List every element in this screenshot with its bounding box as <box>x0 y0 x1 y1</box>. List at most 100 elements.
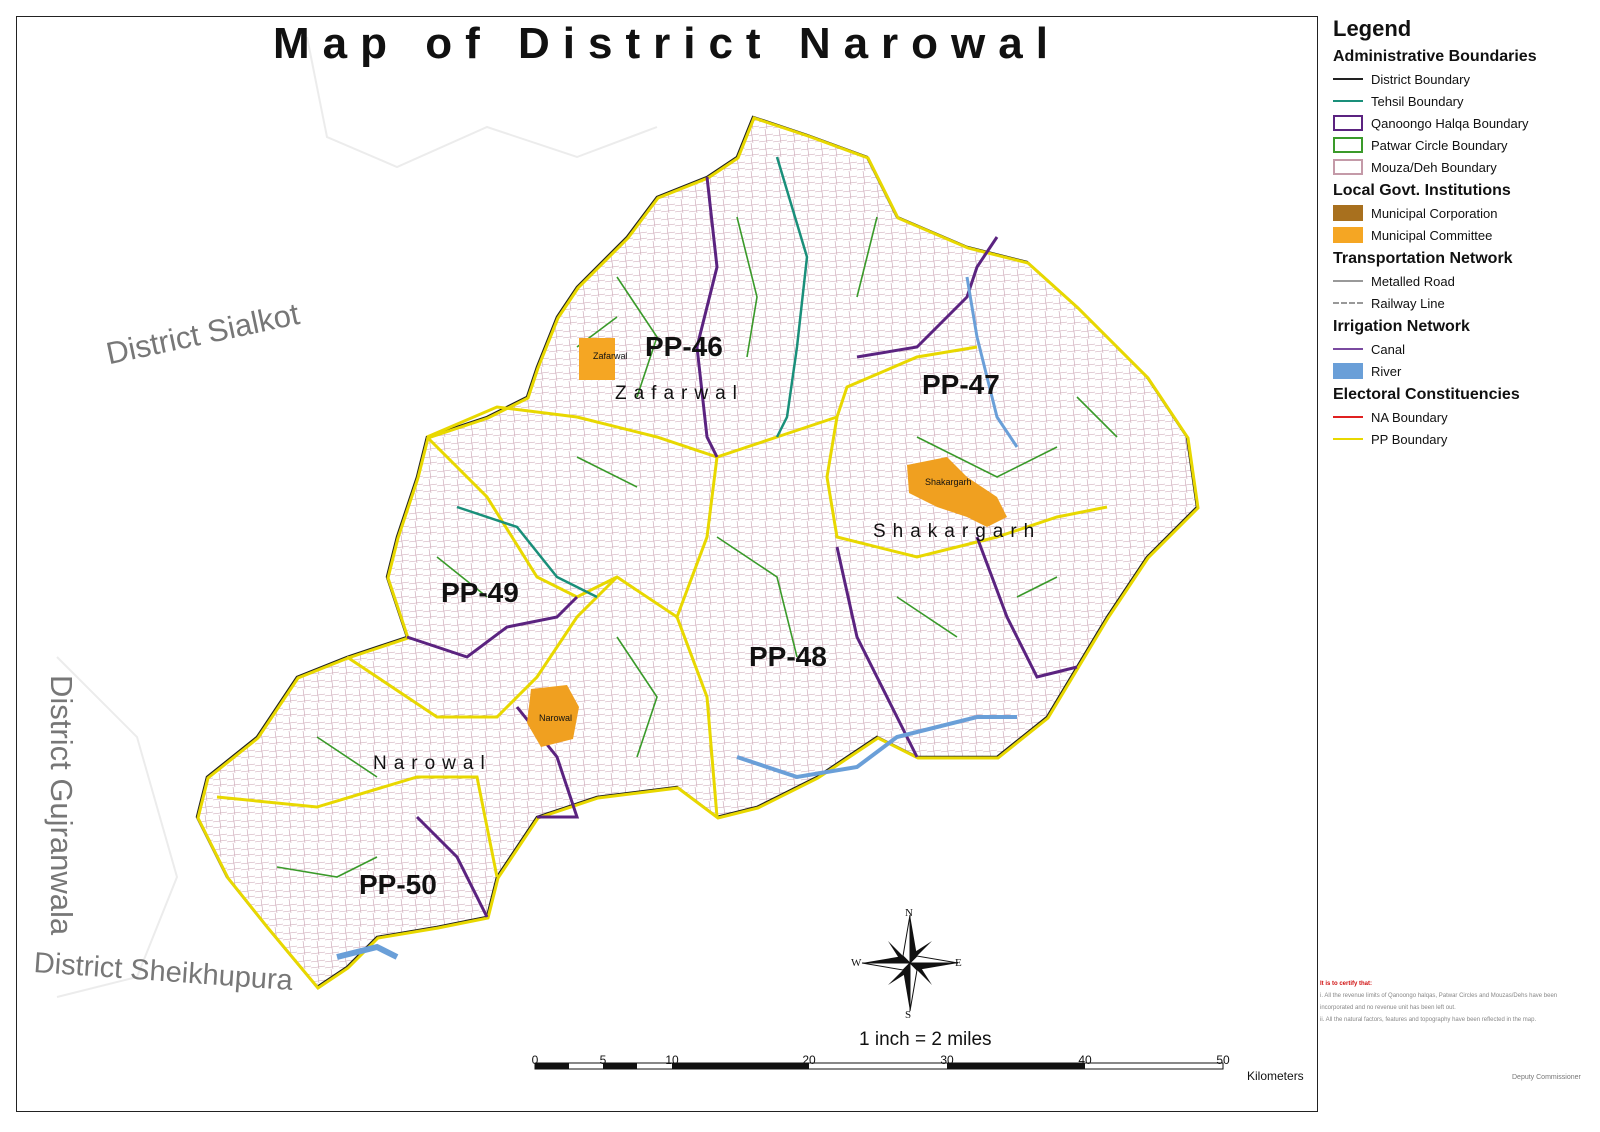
legend-symbol <box>1333 295 1363 311</box>
legend-item-label: Municipal Corporation <box>1371 205 1498 221</box>
compass-rose <box>861 914 959 1012</box>
river <box>965 276 1019 448</box>
legend-symbol <box>1333 137 1363 153</box>
pp-boundary <box>675 616 719 818</box>
legend-item: Tehsil Boundary <box>1333 90 1593 112</box>
pp-label: PP-50 <box>359 869 437 900</box>
narowal-municipal-corporation <box>527 685 579 747</box>
legend-item-label: NA Boundary <box>1371 409 1448 425</box>
tehsil-label: Shakargarh <box>873 521 1042 542</box>
legend-item: Qanoongo Halqa Boundary <box>1333 112 1593 134</box>
scale-unit: Kilometers <box>1247 1069 1304 1083</box>
tehsil-boundary <box>456 505 598 599</box>
legend-item-label: Tehsil Boundary <box>1371 93 1464 109</box>
certification-line: i. All the revenue limits of Qanoongo ha… <box>1320 993 1558 1011</box>
certification-line: ii. All the natural factors, features an… <box>1320 1017 1537 1023</box>
compass-east: E <box>955 957 962 969</box>
legend-symbol <box>1333 159 1363 175</box>
tehsil-label: Zafarwal <box>615 383 744 404</box>
district-area <box>195 115 1199 989</box>
qanoongo-boundary <box>975 536 1078 679</box>
legend-symbol <box>1333 115 1363 131</box>
legend-item-label: Patwar Circle Boundary <box>1371 137 1508 153</box>
pp-boundary <box>216 775 499 878</box>
town-label: Shakargarh <box>925 477 972 487</box>
qanoongo-boundary <box>415 815 489 918</box>
map-title: Map of District Narowal <box>273 19 1061 68</box>
zafarwal-municipal-committee <box>579 338 615 380</box>
scale-tick: 40 <box>1078 1053 1092 1067</box>
legend-section-heading: Administrative Boundaries <box>1333 48 1537 65</box>
pp-boundary <box>426 345 978 459</box>
legend-item: Mouza/Deh Boundary <box>1333 156 1593 178</box>
legend-body: Administrative Boundaries District Bounda… <box>1333 48 1593 450</box>
qanoongo-boundary <box>835 546 919 758</box>
town-label: Zafarwal <box>593 351 628 361</box>
scale-tick: 10 <box>665 1053 679 1067</box>
town-label: Narowal <box>539 713 573 723</box>
legend-section-heading: Local Govt. Institutions <box>1333 182 1511 199</box>
pp-boundary <box>196 116 1200 990</box>
compass-north: N <box>905 907 913 919</box>
map-frame: Map of District Narowal District Sialkot… <box>16 16 1318 1112</box>
pp-boundary <box>825 416 1108 559</box>
legend-symbol <box>1333 93 1363 109</box>
legend-symbol <box>1333 363 1363 379</box>
legend-symbol <box>1333 341 1363 357</box>
pp-boundary <box>346 575 619 719</box>
legend-item: Canal <box>1333 338 1593 360</box>
legend-item: River <box>1333 360 1593 382</box>
legend-item: NA Boundary <box>1333 406 1593 428</box>
legend-item: Municipal Corporation <box>1333 202 1593 224</box>
signatory-label: Deputy Commissioner <box>1512 1074 1581 1081</box>
tehsil-boundary <box>775 156 809 438</box>
tehsil-label: Narowal <box>373 753 492 774</box>
legend-item: Patwar Circle Boundary <box>1333 134 1593 156</box>
pp-label: PP-47 <box>922 369 1000 400</box>
pp-label: PP-49 <box>441 577 519 608</box>
legend-symbol <box>1333 431 1363 447</box>
legend-item-label: Municipal Committee <box>1371 227 1493 243</box>
qanoongo-boundary <box>695 176 719 458</box>
legend-section-heading: Electoral Constituencies <box>1333 386 1520 403</box>
legend-section-heading: Transportation Network <box>1333 250 1513 267</box>
patwar-boundary <box>276 216 1118 878</box>
qanoongo-boundary <box>406 595 579 659</box>
scale-tick: 5 <box>599 1053 607 1067</box>
pp-label: PP-48 <box>749 641 827 672</box>
compass-west: W <box>851 957 862 969</box>
legend-item: Railway Line <box>1333 292 1593 314</box>
legend-symbol <box>1333 273 1363 289</box>
scale-tick: 0 <box>531 1053 539 1067</box>
neighbor-boundary <box>306 36 658 169</box>
legend-item: District Boundary <box>1333 68 1593 90</box>
legend-section-heading: Irrigation Network <box>1333 318 1470 335</box>
legend-item-label: District Boundary <box>1371 71 1470 87</box>
legend-title: Legend <box>1333 16 1412 41</box>
legend-item: Metalled Road <box>1333 270 1593 292</box>
scale-tick: 30 <box>940 1053 954 1067</box>
certification-note: It is to certify that: i. All the revenu… <box>1320 978 1592 1026</box>
neighbor-label-gujranwala: District Gujranwala <box>44 675 79 936</box>
shakargarh-municipal-corporation <box>907 457 1007 527</box>
qanoongo-boundary <box>856 236 999 359</box>
scale-tick: 50 <box>1216 1053 1230 1067</box>
neighbor-boundary <box>56 656 179 998</box>
legend-item-label: Railway Line <box>1371 295 1445 311</box>
legend-symbol <box>1333 227 1363 243</box>
legend-item-label: PP Boundary <box>1371 431 1448 447</box>
scale-text: 1 inch = 2 miles <box>859 1029 992 1050</box>
scale-tick: 20 <box>802 1053 816 1067</box>
legend-symbol <box>1333 205 1363 221</box>
scale-bar <box>534 1062 1224 1070</box>
river <box>336 943 399 960</box>
legend-item-label: River <box>1371 363 1402 379</box>
legend-item-label: Canal <box>1371 341 1405 357</box>
river <box>736 715 1017 780</box>
pp-boundary <box>425 435 719 620</box>
legend-symbol <box>1333 409 1363 425</box>
legend-item: Municipal Committee <box>1333 224 1593 246</box>
legend-item-label: Qanoongo Halqa Boundary <box>1371 115 1529 131</box>
pp-label: PP-46 <box>645 331 723 362</box>
legend-item-label: Metalled Road <box>1371 273 1455 289</box>
